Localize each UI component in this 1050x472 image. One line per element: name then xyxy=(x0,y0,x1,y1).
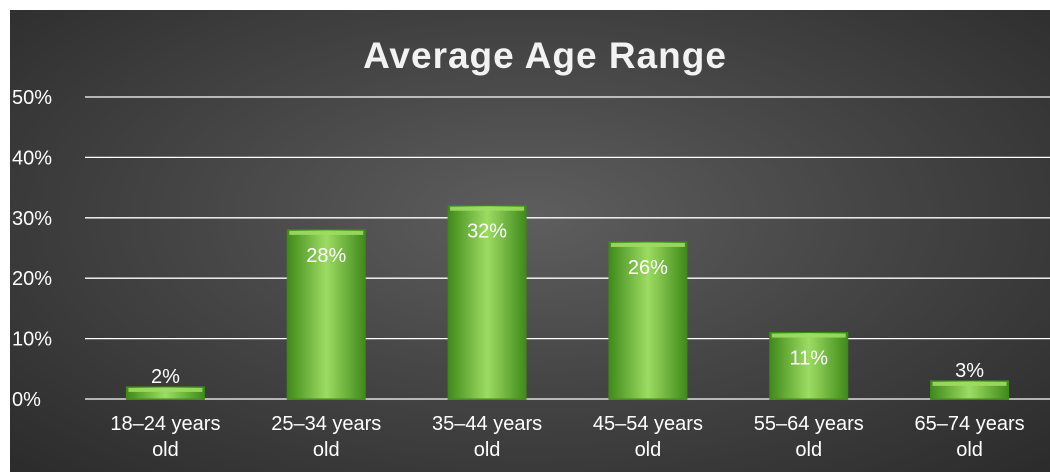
x-tick-label: 65–74 years old xyxy=(915,413,1025,461)
chart-panel: Average Age Range 0% 10% 20% 30% 40% 50% 2% 28… xyxy=(10,10,1050,472)
data-label: 26% xyxy=(628,257,668,279)
bar-highlight xyxy=(771,333,846,338)
data-label: 3% xyxy=(955,360,984,382)
y-tick-label: 20% xyxy=(12,268,52,290)
bar-chart: Average Age Range 0% 10% 20% 30% 40% 50% 2% 28… xyxy=(12,35,1050,461)
bar-highlight xyxy=(932,381,1007,386)
bar-highlight xyxy=(128,387,203,392)
chart-title: Average Age Range xyxy=(363,35,727,76)
bar xyxy=(769,332,849,400)
x-tick-line: old xyxy=(956,439,983,461)
x-tick-line: 35–44 years xyxy=(432,413,542,435)
bar-highlight xyxy=(610,242,685,247)
x-tick-line: 18–24 years xyxy=(110,413,220,435)
bar-highlight xyxy=(450,206,525,211)
y-tick-label: 40% xyxy=(12,147,52,169)
data-label: 11% xyxy=(789,348,828,370)
x-tick-line: 45–54 years xyxy=(593,413,703,435)
x-tick-line: 65–74 years xyxy=(915,413,1025,435)
bar-highlight xyxy=(289,230,364,235)
x-tick-label: 35–44 years old xyxy=(432,413,542,461)
data-labels: 2% 28% 32% 26% 11% 3% xyxy=(151,221,984,388)
grid-lines xyxy=(85,96,1050,400)
x-tick-line: old xyxy=(474,439,501,461)
x-tick-line: old xyxy=(635,439,662,461)
data-label: 32% xyxy=(467,221,507,243)
bar-group xyxy=(286,229,366,400)
bar-group xyxy=(447,205,527,400)
y-axis-ticks: 0% 10% 20% 30% 40% 50% xyxy=(12,87,52,411)
bar xyxy=(447,205,527,400)
x-axis-ticks: 18–24 years old 25–34 years old 35–44 years o… xyxy=(110,413,1024,461)
bar-group xyxy=(125,386,205,400)
y-tick-label: 30% xyxy=(12,208,52,230)
x-tick-line: 25–34 years xyxy=(271,413,381,435)
x-tick-line: old xyxy=(795,439,822,461)
bars xyxy=(125,205,1010,400)
bar xyxy=(608,241,688,400)
bar-group xyxy=(930,380,1010,400)
y-tick-label: 50% xyxy=(12,87,52,109)
x-tick-line: old xyxy=(152,439,179,461)
bar xyxy=(286,229,366,400)
x-tick-label: 45–54 years old xyxy=(593,413,703,461)
y-tick-label: 10% xyxy=(12,329,52,351)
bar-group xyxy=(769,332,849,400)
data-label: 2% xyxy=(151,366,180,388)
x-tick-line: old xyxy=(313,439,340,461)
x-tick-label: 25–34 years old xyxy=(271,413,381,461)
x-tick-label: 55–64 years old xyxy=(754,413,864,461)
data-label: 28% xyxy=(306,245,346,267)
y-tick-label: 0% xyxy=(12,389,41,411)
x-tick-line: 55–64 years xyxy=(754,413,864,435)
x-tick-label: 18–24 years old xyxy=(110,413,220,461)
bar-group xyxy=(608,241,688,400)
